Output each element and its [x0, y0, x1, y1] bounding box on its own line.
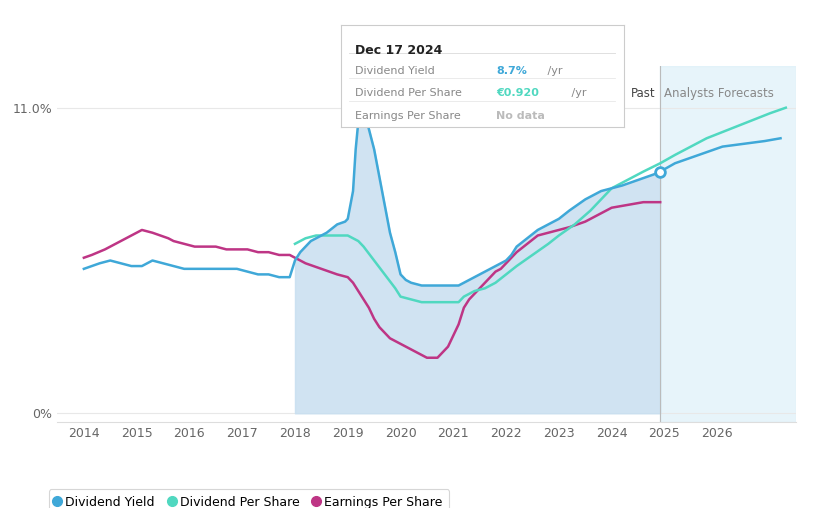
- Text: Past: Past: [631, 87, 656, 100]
- Bar: [660, 66, 796, 422]
- Text: Dividend Per Share: Dividend Per Share: [355, 88, 461, 99]
- Text: No data: No data: [497, 111, 545, 121]
- Text: €0.920: €0.920: [497, 88, 539, 99]
- Text: Dec 17 2024: Dec 17 2024: [355, 44, 443, 57]
- Text: Analysts Forecasts: Analysts Forecasts: [664, 87, 774, 100]
- Text: /yr: /yr: [568, 88, 586, 99]
- Text: Dividend Yield: Dividend Yield: [355, 66, 434, 76]
- Text: Earnings Per Share: Earnings Per Share: [355, 111, 461, 121]
- Text: /yr: /yr: [544, 66, 562, 76]
- Text: 8.7%: 8.7%: [497, 66, 527, 76]
- Legend: Dividend Yield, Dividend Per Share, Earnings Per Share: Dividend Yield, Dividend Per Share, Earn…: [49, 490, 449, 508]
